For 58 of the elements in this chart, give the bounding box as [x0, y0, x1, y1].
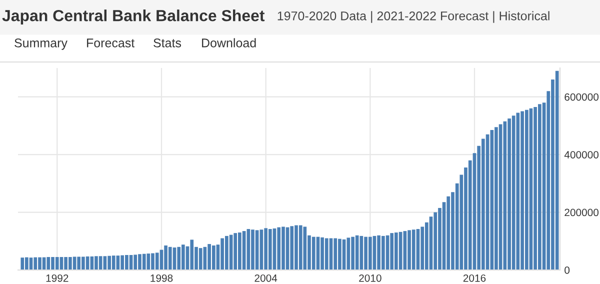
bar	[512, 116, 516, 270]
y-tick-label: 400000	[564, 151, 599, 158]
y-tick-label: 200000	[564, 208, 599, 216]
bar	[190, 240, 194, 270]
bar	[55, 257, 59, 270]
bar	[142, 254, 146, 270]
bar	[94, 256, 98, 270]
bar	[412, 230, 416, 270]
bar	[234, 233, 238, 270]
x-tick-label: 2016	[463, 274, 486, 282]
bar	[298, 225, 302, 270]
chart-title: Japan Central Bank Balance Sheet	[2, 10, 265, 24]
bar	[420, 226, 424, 270]
bar	[268, 229, 272, 270]
bar	[351, 236, 354, 270]
x-tick-label: 1992	[46, 274, 68, 282]
bar	[277, 227, 281, 270]
bar	[168, 246, 172, 270]
bar	[498, 124, 502, 270]
bar	[481, 138, 485, 270]
bar	[20, 258, 24, 270]
bar	[434, 212, 438, 270]
bar	[34, 257, 38, 270]
bar	[486, 134, 490, 270]
y-tick-label: 600000	[564, 93, 599, 101]
bar	[290, 226, 294, 270]
bar	[503, 121, 507, 270]
bar	[312, 236, 316, 270]
bar	[46, 257, 50, 270]
x-tick-label: 2004	[254, 274, 278, 282]
bar	[334, 238, 338, 270]
bar	[146, 254, 150, 270]
bar	[490, 130, 494, 270]
bar	[181, 244, 185, 270]
bar	[177, 246, 181, 270]
x-tick-label: 2010	[359, 274, 382, 282]
bar	[112, 256, 116, 270]
bar	[155, 252, 159, 270]
bar	[390, 233, 394, 270]
bar	[77, 256, 81, 270]
bar	[134, 254, 138, 270]
text: Forecast	[87, 38, 135, 48]
text: Summary	[14, 38, 68, 50]
text: Stats	[154, 38, 182, 48]
bar	[360, 236, 364, 270]
bar	[516, 112, 520, 270]
bar	[324, 238, 328, 270]
text: Download	[202, 38, 256, 48]
bar	[446, 196, 450, 270]
y-tick-label: 0	[564, 266, 570, 274]
bar	[555, 70, 559, 270]
bar	[198, 248, 202, 270]
bar	[303, 226, 307, 270]
bar	[529, 108, 533, 270]
chart-subtitle: 1970-2020 Data | 2021-2022 Forecast | Historical	[278, 11, 550, 23]
x-tick-label: 1998	[150, 274, 173, 282]
bar	[494, 127, 498, 270]
bar	[251, 230, 254, 270]
